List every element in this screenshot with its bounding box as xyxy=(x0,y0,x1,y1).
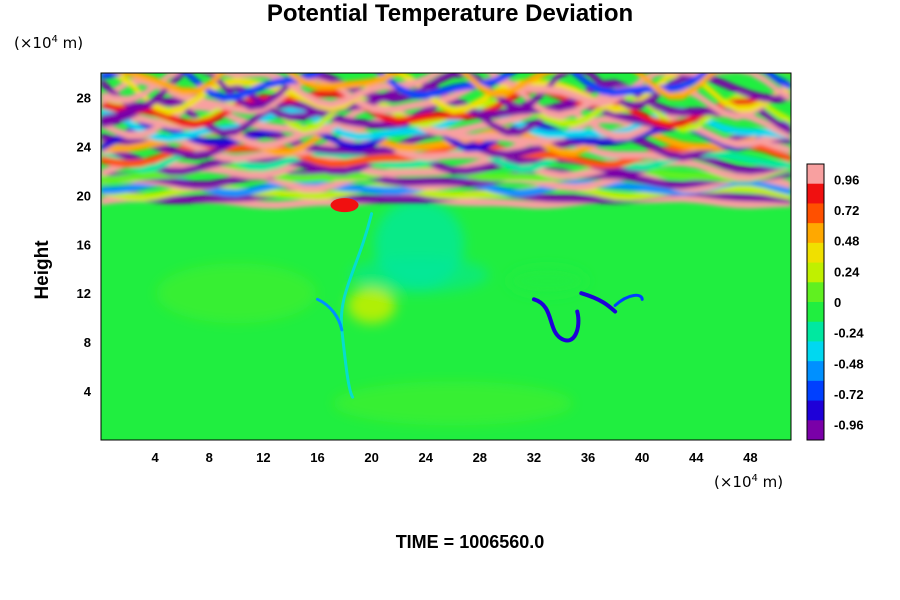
plume-tip-right xyxy=(613,293,644,307)
colorbar-swatch xyxy=(807,242,824,264)
colorbar-swatch xyxy=(807,361,824,382)
colorbar: 0.96 0.72 0.48 0.24 0 -0.24 -0.48 -0.72 -0.96 xyxy=(806,163,864,441)
y-tick-label: 8 xyxy=(84,335,91,350)
cool-band xyxy=(348,256,489,293)
y-tick-label: 28 xyxy=(77,90,91,105)
upper-band xyxy=(117,73,791,100)
colorbar-tick-label: 0 xyxy=(834,295,841,310)
x-tick-label: 48 xyxy=(743,450,757,465)
x-tick-label: 20 xyxy=(364,450,378,465)
colorbar-swatch xyxy=(807,321,824,342)
upper-band xyxy=(101,79,791,123)
x-tick-label: 16 xyxy=(310,450,324,465)
plume-vortex-right xyxy=(531,297,581,343)
colorbar-swatch xyxy=(807,164,824,185)
colorbar-swatch xyxy=(807,341,824,362)
colorbar-tick-label: 0.48 xyxy=(834,234,859,249)
x-tick-label: 28 xyxy=(473,450,487,465)
colorbar-tick-label: 0.24 xyxy=(834,264,860,279)
lighter-region-left xyxy=(156,263,317,324)
colorbar-tick-label: -0.24 xyxy=(834,326,864,341)
colorbar-swatch xyxy=(807,262,824,283)
cool-patch-right xyxy=(507,265,588,296)
colorbar-swatch xyxy=(807,223,824,244)
colorbar-swatch xyxy=(807,400,824,421)
upper-band xyxy=(101,182,791,202)
x-tick-label: 24 xyxy=(418,450,433,465)
colorbar-swatch xyxy=(807,183,824,204)
x-tick-label: 12 xyxy=(256,450,270,465)
colorbar-swatch xyxy=(807,420,824,441)
y-axis-unit: (×104 m) xyxy=(14,34,84,52)
x-tick-label: 40 xyxy=(635,450,649,465)
colorbar-swatch xyxy=(807,380,824,402)
upper-band xyxy=(101,73,791,108)
y-tick-label: 20 xyxy=(77,188,91,203)
upper-band xyxy=(101,133,791,163)
x-tick-label: 32 xyxy=(527,450,541,465)
plot-frame xyxy=(100,72,792,441)
colorbar-tick-label: 0.72 xyxy=(834,203,859,218)
colorbar-frame xyxy=(806,163,825,441)
x-axis-unit: (×104 m) xyxy=(714,473,784,491)
plume-edge-right xyxy=(579,291,618,314)
colorbar-tick-label: 0.96 xyxy=(834,172,859,187)
y-tick-label: 24 xyxy=(77,139,92,154)
upper-band xyxy=(101,74,791,121)
warm-blob xyxy=(330,198,359,213)
plume-edge-left xyxy=(315,297,344,332)
time-label: TIME = 1006560.0 xyxy=(395,532,545,552)
colorbar-swatch xyxy=(807,282,824,303)
y-tick-label: 16 xyxy=(77,237,91,252)
colorbar-tick-label: -0.96 xyxy=(834,418,864,433)
chart-title: Potential Temperature Deviation xyxy=(266,0,634,27)
x-axis-ticks: 4 8 12 16 20 24 28 32 36 40 44 48 xyxy=(152,450,758,465)
x-tick-label: 36 xyxy=(581,450,595,465)
heatmap-field xyxy=(101,73,791,440)
upper-band xyxy=(101,73,791,112)
upper-band xyxy=(101,91,791,133)
x-tick-label: 4 xyxy=(152,450,160,465)
x-tick-label: 8 xyxy=(206,450,213,465)
upper-band xyxy=(101,73,791,116)
colorbar-swatch xyxy=(807,203,824,224)
y-axis-ticks: 4 8 12 16 20 24 28 xyxy=(77,90,92,399)
upper-band xyxy=(101,145,791,173)
upper-band xyxy=(101,73,791,102)
upper-band xyxy=(101,102,791,140)
x-tick-label: 44 xyxy=(689,450,704,465)
lighter-region-bottom xyxy=(332,381,573,426)
colorbar-tick-label: -0.48 xyxy=(834,356,864,371)
colorbar-swatch xyxy=(807,302,824,323)
warm-patch xyxy=(347,287,396,324)
y-tick-label: 12 xyxy=(77,286,91,301)
y-tick-label: 4 xyxy=(84,384,92,399)
colorbar-tick-label: -0.72 xyxy=(834,387,864,402)
